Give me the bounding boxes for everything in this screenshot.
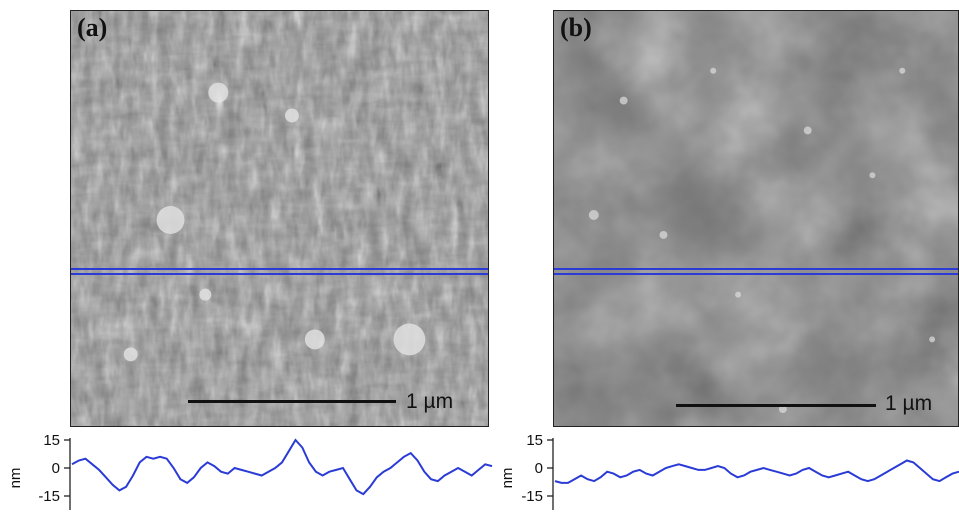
- profile-tick-label-a-bot: -15: [38, 488, 60, 505]
- scale-bar-a: [188, 400, 396, 403]
- scale-bar-label-a: 1 µm: [406, 390, 454, 413]
- scale-bar-label-b: 1 µm: [885, 392, 933, 415]
- profile-unit-b: nm: [499, 468, 516, 489]
- afm-image-a: (a) 1 µm: [70, 10, 489, 427]
- height-profile-b: nm 15 0 -15: [495, 430, 959, 512]
- afm-image-b: (b) 1 µm: [553, 10, 959, 427]
- profile-tick-label-b-mid: 0: [535, 460, 543, 477]
- height-profile-plot-b: nm 15 0 -15: [499, 432, 959, 510]
- scan-line-b: [554, 268, 958, 275]
- scale-bar-b: [676, 404, 876, 407]
- panel-label-b: (b): [560, 13, 592, 42]
- profile-line-a: [71, 438, 493, 496]
- afm-texture-b: [554, 11, 958, 426]
- profile-tick-label-b-top: 15: [526, 432, 543, 449]
- profile-tick-label-a-top: 15: [43, 432, 60, 449]
- panel-label-a: (a): [77, 13, 108, 42]
- profile-line-b: [554, 459, 959, 484]
- height-profile-plot-a: nm 15 0 -15: [7, 432, 493, 510]
- afm-texture-a: [71, 11, 488, 426]
- scan-line-a: [71, 268, 488, 275]
- height-profile-a: nm 15 0 -15: [0, 430, 495, 512]
- profile-unit-a: nm: [7, 468, 24, 489]
- profile-tick-label-a-mid: 0: [52, 460, 60, 477]
- profile-tick-label-b-bot: -15: [521, 488, 543, 505]
